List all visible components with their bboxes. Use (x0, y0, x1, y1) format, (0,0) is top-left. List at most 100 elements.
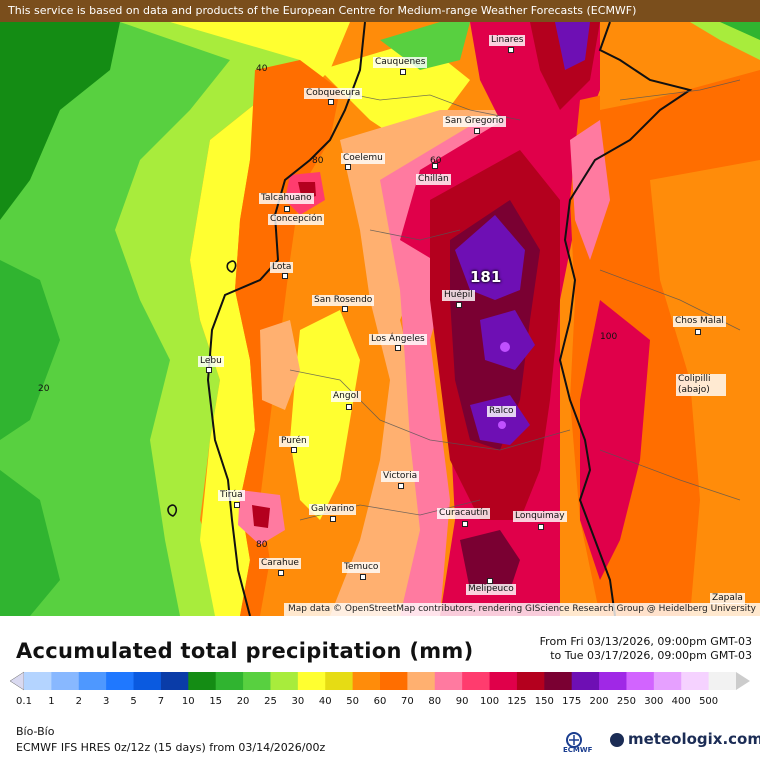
city-marker (328, 99, 334, 105)
scale-tick-label: 0.1 (16, 696, 32, 707)
scale-tick-label: 80 (428, 696, 442, 707)
city-marker (360, 574, 366, 580)
city-label: Colipilli (abajo) (676, 374, 726, 396)
scale-tick-label: 70 (401, 696, 414, 707)
color-scale-ticks: 0.1 1 2 3 5 7 10 15 20 25 30 40 50 60 70 80 90 100 125 150 1… (0, 696, 760, 710)
scale-tick-label: 500 (699, 696, 719, 707)
scale-cell (10, 671, 25, 691)
valid-to: to Tue 03/17/2026, 09:00pm GMT-03 (550, 649, 752, 662)
scale-cell (544, 672, 573, 690)
ecmwf-notice-banner: This service is based on data and produc… (0, 0, 760, 22)
city-label: Tirúa (218, 490, 245, 501)
scale-cell (352, 672, 381, 690)
scale-cell (325, 672, 354, 690)
scale-cell (243, 672, 271, 690)
valid-from: From Fri 03/13/2026, 09:00pm GMT-03 (539, 635, 752, 648)
city-label: Lebu (198, 356, 224, 367)
region-name: Bío-Bío (16, 725, 55, 738)
city-marker (462, 521, 468, 527)
city-label: Lonquimay (513, 511, 567, 522)
city-label: Curacautín (437, 508, 491, 519)
scale-cell (599, 672, 627, 690)
city-marker (398, 483, 404, 489)
contour-label: 20 (38, 384, 50, 394)
city-marker (284, 206, 290, 212)
contour-label: 40 (256, 64, 268, 74)
city-label: Temuco (342, 562, 381, 573)
scale-cell (380, 672, 408, 690)
meteologix-logo-icon (610, 733, 624, 747)
scale-tick-label: 2 (75, 696, 82, 707)
color-scale-bar (10, 671, 750, 691)
scale-tick-label: 60 (373, 696, 387, 707)
scale-tick-label: 400 (671, 696, 691, 707)
city-marker (395, 345, 401, 351)
city-marker (345, 164, 351, 170)
city-label: Concepción (268, 214, 325, 225)
scale-tick-label: 90 (455, 696, 469, 707)
scale-cell (681, 672, 710, 690)
max-value-label: 181 (470, 268, 502, 286)
city-label: Galvarino (309, 504, 357, 515)
scale-tick-label: 175 (562, 696, 582, 707)
scale-tick-label: 10 (181, 696, 195, 707)
contour-label: 80 (312, 156, 324, 166)
city-marker (278, 570, 284, 576)
scale-cell (653, 672, 682, 690)
scale-tick-label: 100 (479, 696, 500, 707)
city-label: Cobquecura (304, 88, 363, 99)
city-label: Angol (331, 391, 361, 402)
city-label: Talcahuano (259, 193, 314, 204)
scale-tick-label: 150 (534, 696, 554, 707)
scale-cell (708, 672, 737, 690)
city-marker (508, 47, 514, 53)
city-marker (234, 502, 240, 508)
city-marker (432, 163, 438, 169)
scale-tick-label: 3 (102, 696, 110, 707)
scale-tick-label: 5 (130, 696, 137, 707)
scale-cell (434, 672, 463, 690)
scale-cell (270, 672, 299, 690)
scale-cell (215, 672, 244, 690)
scale-cell (489, 672, 518, 690)
city-marker (400, 69, 406, 75)
city-marker (487, 578, 493, 584)
scale-cell (133, 672, 162, 690)
city-label: Chillán (416, 174, 451, 185)
city-label: Carahue (259, 558, 301, 569)
scale-tick-label: 20 (236, 696, 250, 707)
precipitation-map[interactable]: This service is based on data and produc… (0, 0, 760, 616)
scale-tick-label: 250 (616, 696, 636, 707)
scale-tick-label: 200 (589, 696, 609, 707)
city-label: Huépil (442, 290, 475, 301)
meteologix-brand[interactable]: meteologix.com (628, 730, 760, 748)
scale-tick-label: 7 (157, 696, 165, 707)
scale-tick-label: 1 (48, 696, 55, 707)
scale-cell (188, 672, 217, 690)
city-label: Cauquenes (373, 57, 428, 68)
city-label: San Rosendo (312, 295, 375, 306)
model-info: ECMWF IFS HRES 0z/12z (15 days) from 03/… (16, 741, 326, 754)
city-marker (291, 447, 297, 453)
city-label: Linares (489, 35, 526, 46)
city-marker (456, 302, 462, 308)
city-marker (282, 273, 288, 279)
map-attribution[interactable]: Map data © OpenStreetMap contributors, r… (284, 603, 760, 616)
city-label: Coelemu (341, 153, 385, 164)
scale-cell (51, 672, 80, 690)
scale-cell (78, 672, 107, 690)
city-label: Purén (279, 436, 309, 447)
scale-cell (160, 672, 189, 690)
city-marker (538, 524, 544, 530)
ecmwf-logo-text: ECMWF (563, 746, 593, 754)
precipitation-field (0, 0, 760, 616)
scale-cell (736, 672, 750, 690)
scale-cell (462, 672, 491, 690)
contour-label: 60 (430, 156, 442, 166)
contour-label: 100 (600, 332, 618, 342)
scale-tick-label: 125 (507, 696, 527, 707)
scale-tick-label: 40 (318, 696, 332, 707)
scale-cell (571, 672, 600, 690)
city-label: Los Ángeles (369, 334, 427, 345)
city-label: Ralco (487, 406, 516, 417)
